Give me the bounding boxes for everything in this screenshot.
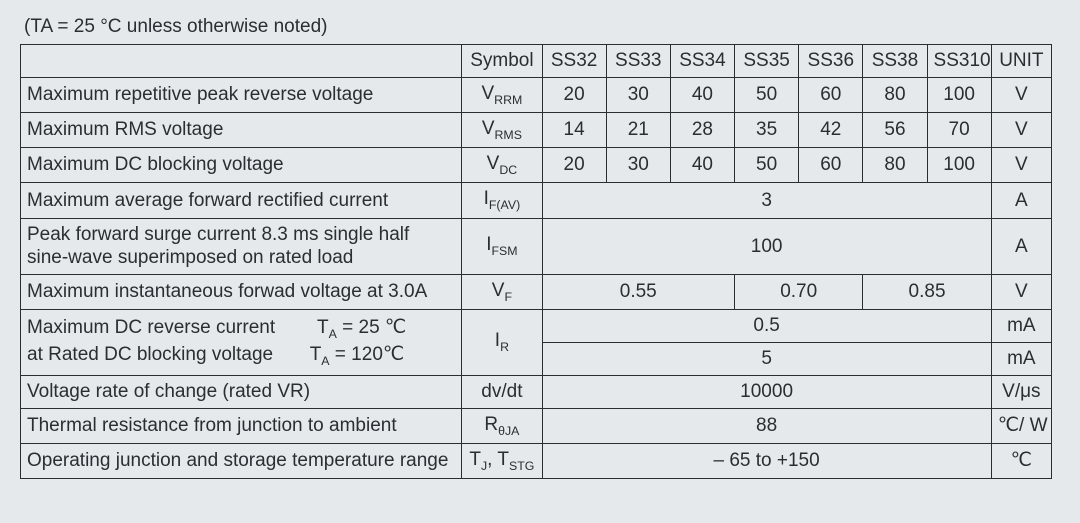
row-rthja: Thermal resistance from junction to ambi…: [21, 408, 1052, 443]
value: 80: [863, 77, 927, 112]
value: 14: [542, 112, 606, 147]
value: 50: [735, 148, 799, 183]
symbol: VF: [462, 275, 542, 310]
param-label: Thermal resistance from junction to ambi…: [21, 408, 462, 443]
header-part: SS32: [542, 45, 606, 78]
value: 88: [542, 408, 991, 443]
symbol: VRMS: [462, 112, 542, 147]
param-label: Maximum repetitive peak reverse voltage: [21, 77, 462, 112]
value: 5: [542, 343, 991, 376]
row-ifav: Maximum average forward rectified curren…: [21, 183, 1052, 218]
value: 20: [542, 148, 606, 183]
row-vrrm: Maximum repetitive peak reverse voltage …: [21, 77, 1052, 112]
value: 42: [799, 112, 863, 147]
value: 100: [927, 77, 991, 112]
param-label: Maximum DC reverse current TA = 25 ℃at R…: [21, 310, 462, 376]
value: 30: [606, 77, 670, 112]
unit: ℃: [991, 443, 1051, 478]
param-label: Maximum instantaneous forwad voltage at …: [21, 275, 462, 310]
value: 60: [799, 148, 863, 183]
unit: mA: [991, 310, 1051, 343]
value: 40: [670, 77, 734, 112]
header-part: SS33: [606, 45, 670, 78]
param-label: Peak forward surge current 8.3 ms single…: [21, 218, 462, 275]
symbol: VRRM: [462, 77, 542, 112]
header-part: SS34: [670, 45, 734, 78]
value: 0.85: [863, 275, 991, 310]
header-part: SS36: [799, 45, 863, 78]
symbol: IFSM: [462, 218, 542, 275]
symbol: RθJA: [462, 408, 542, 443]
value: 21: [606, 112, 670, 147]
value: 20: [542, 77, 606, 112]
row-ir-1: Maximum DC reverse current TA = 25 ℃at R…: [21, 310, 1052, 343]
table-caption: (TA = 25 °C unless otherwise noted): [24, 16, 1060, 38]
value: 10000: [542, 375, 991, 408]
unit: A: [991, 183, 1051, 218]
header-part: SS35: [735, 45, 799, 78]
unit: mA: [991, 343, 1051, 376]
param-label: Maximum RMS voltage: [21, 112, 462, 147]
value: 30: [606, 148, 670, 183]
table-header-row: Symbol SS32 SS33 SS34 SS35 SS36 SS38 SS3…: [21, 45, 1052, 78]
symbol: IR: [462, 310, 542, 376]
header-param: [21, 45, 462, 78]
value: 56: [863, 112, 927, 147]
value: 60: [799, 77, 863, 112]
symbol: dv/dt: [462, 375, 542, 408]
unit: V: [991, 275, 1051, 310]
param-label: Voltage rate of change (rated VR): [21, 375, 462, 408]
header-part: SS310: [927, 45, 991, 78]
value: 80: [863, 148, 927, 183]
value: 0.55: [542, 275, 735, 310]
param-label: Maximum DC blocking voltage: [21, 148, 462, 183]
value: 100: [542, 218, 991, 275]
value: 0.70: [735, 275, 863, 310]
header-part: SS38: [863, 45, 927, 78]
value: 35: [735, 112, 799, 147]
header-symbol: Symbol: [462, 45, 542, 78]
value: 100: [927, 148, 991, 183]
unit: V: [991, 112, 1051, 147]
param-label: Operating junction and storage temperatu…: [21, 443, 462, 478]
unit: V/μs: [991, 375, 1051, 408]
row-tjtstg: Operating junction and storage temperatu…: [21, 443, 1052, 478]
symbol: IF(AV): [462, 183, 542, 218]
value: 3: [542, 183, 991, 218]
row-ifsm: Peak forward surge current 8.3 ms single…: [21, 218, 1052, 275]
row-vdc: Maximum DC blocking voltage VDC 20 30 40…: [21, 148, 1052, 183]
ratings-table: Symbol SS32 SS33 SS34 SS35 SS36 SS38 SS3…: [20, 44, 1052, 479]
value: 50: [735, 77, 799, 112]
row-dvdt: Voltage rate of change (rated VR) dv/dt …: [21, 375, 1052, 408]
header-unit: UNIT: [991, 45, 1051, 78]
unit: A: [991, 218, 1051, 275]
symbol: TJ, TSTG: [462, 443, 542, 478]
value: 0.5: [542, 310, 991, 343]
row-vf: Maximum instantaneous forwad voltage at …: [21, 275, 1052, 310]
value: 70: [927, 112, 991, 147]
row-vrms: Maximum RMS voltage VRMS 14 21 28 35 42 …: [21, 112, 1052, 147]
value: – 65 to +150: [542, 443, 991, 478]
param-label: Maximum average forward rectified curren…: [21, 183, 462, 218]
symbol: VDC: [462, 148, 542, 183]
unit: ℃/ W: [991, 408, 1051, 443]
value: 40: [670, 148, 734, 183]
unit: V: [991, 77, 1051, 112]
value: 28: [670, 112, 734, 147]
unit: V: [991, 148, 1051, 183]
